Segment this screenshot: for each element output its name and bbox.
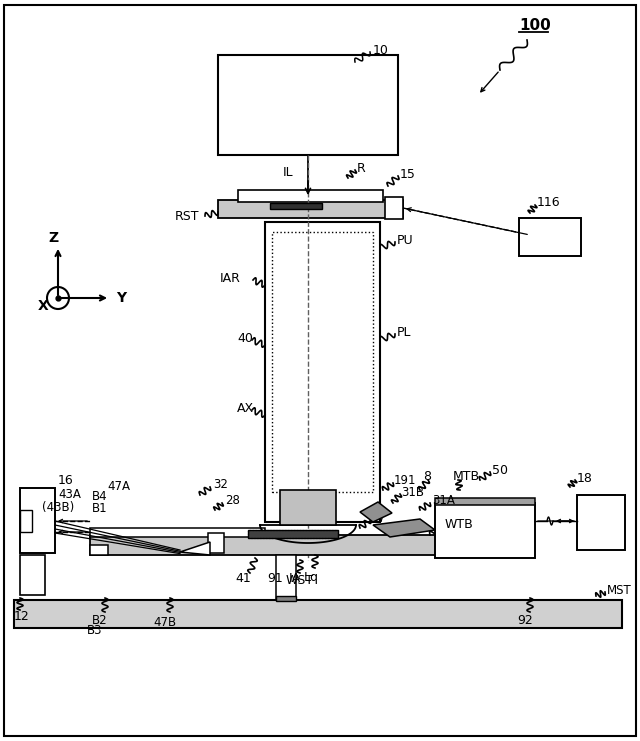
Bar [218,200,403,218]
Text: 47B: 47B [154,616,177,628]
Text: 8: 8 [423,471,431,483]
Text: 40: 40 [237,331,253,345]
Bar [272,232,373,492]
Bar [218,55,398,155]
Text: IAR: IAR [220,271,241,285]
Bar [435,503,535,558]
Bar [248,530,338,538]
Bar [14,600,622,628]
Text: 16: 16 [58,474,74,488]
Bar [519,218,581,256]
Text: Z: Z [48,231,58,245]
Text: 41: 41 [235,571,251,585]
Text: MST: MST [607,585,632,597]
Bar [90,545,108,555]
Text: (43B): (43B) [42,500,74,514]
Text: B2: B2 [92,614,108,626]
Polygon shape [373,519,435,537]
Text: 43A: 43A [58,488,81,500]
Text: PL: PL [397,325,412,339]
Text: 31A: 31A [432,494,455,508]
Bar [20,510,32,532]
Text: 47A: 47A [107,480,130,494]
Bar [90,535,480,555]
Text: RST: RST [175,210,200,222]
Text: Y: Y [116,291,126,305]
Text: 31B: 31B [401,485,424,499]
Bar [238,190,383,202]
Bar [208,533,224,553]
Text: 28: 28 [225,494,240,508]
Text: IL: IL [283,165,294,179]
Text: B4: B4 [92,491,108,503]
Text: WTB: WTB [445,517,474,531]
Text: MTB: MTB [453,470,480,482]
Text: 12: 12 [14,610,29,622]
Text: B1: B1 [92,502,108,514]
Bar [20,555,45,595]
Bar [248,530,338,538]
Text: W: W [372,511,385,525]
Text: WST: WST [286,574,314,586]
Text: 15: 15 [400,167,416,181]
Bar [276,596,296,601]
Text: R: R [357,162,365,174]
Text: 191: 191 [394,474,417,488]
Text: 10: 10 [373,44,389,56]
Bar [20,488,55,553]
Text: AX: AX [237,402,254,414]
Bar [270,203,322,209]
Bar [385,197,403,219]
Text: 32: 32 [213,479,228,491]
Bar [577,495,625,550]
Text: X: X [38,299,49,313]
Text: 50: 50 [492,464,508,476]
Bar [280,490,336,525]
Text: 100: 100 [519,18,551,33]
Text: PU: PU [397,233,413,247]
Bar [276,555,296,600]
Bar [90,528,265,537]
Text: 18: 18 [577,471,593,485]
Text: Lq: Lq [303,571,319,585]
Text: 116: 116 [537,196,561,210]
Bar [435,498,535,505]
Polygon shape [360,502,392,522]
Text: 91: 91 [267,571,283,585]
Text: B3: B3 [87,623,103,637]
Bar [265,222,380,522]
Text: IA: IA [289,571,301,585]
Polygon shape [180,542,210,555]
Text: 92: 92 [517,614,533,626]
